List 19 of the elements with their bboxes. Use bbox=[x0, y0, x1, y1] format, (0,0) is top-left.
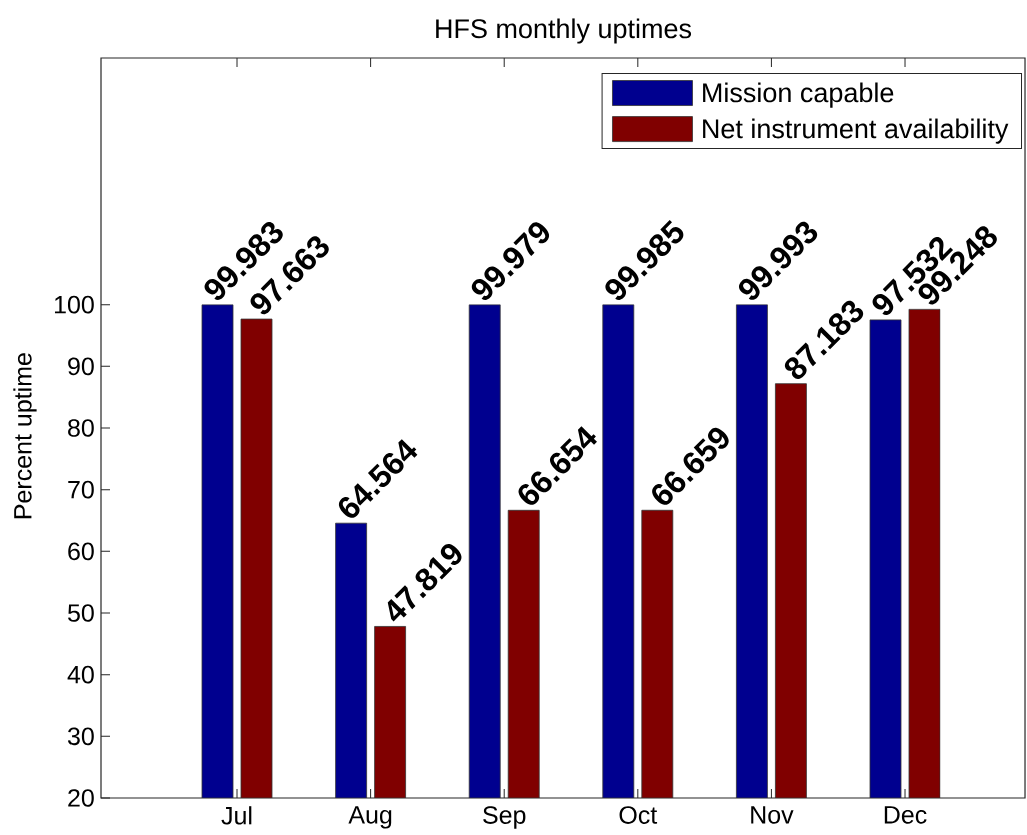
y-tick-label: 70 bbox=[68, 480, 94, 499]
legend-label: Net instrument availability bbox=[703, 118, 1009, 144]
y-tick-label: 90 bbox=[68, 357, 94, 376]
y-tick-label: 60 bbox=[68, 542, 94, 561]
y-tick-label: 100 bbox=[54, 295, 94, 314]
x-tick-label: Aug bbox=[348, 806, 392, 829]
x-tick-label: Dec bbox=[884, 806, 927, 824]
x-tick-label: Oct bbox=[619, 806, 658, 824]
x-tick-label: Sep bbox=[483, 806, 526, 829]
y-tick-label: 30 bbox=[67, 727, 94, 746]
y-axis-title: Percent uptime bbox=[13, 353, 37, 519]
y-tick-label: 50 bbox=[68, 604, 94, 622]
x-tick-label: Jul bbox=[221, 806, 252, 825]
y-tick-label: 40 bbox=[67, 665, 94, 684]
y-tick-label: 20 bbox=[68, 789, 94, 807]
legend-label: Mission capable bbox=[703, 82, 894, 108]
y-tick-label: 80 bbox=[68, 419, 94, 437]
x-tick-label: Nov bbox=[751, 806, 794, 824]
chart-title: HFS monthly uptimes bbox=[436, 18, 692, 44]
